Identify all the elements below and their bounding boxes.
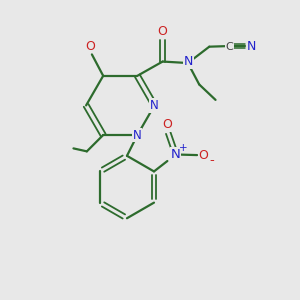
Text: O: O — [85, 40, 95, 52]
Text: N: N — [184, 55, 193, 68]
Text: C: C — [225, 42, 233, 52]
Text: O: O — [199, 148, 208, 162]
Text: +: + — [179, 143, 188, 153]
Text: O: O — [158, 25, 168, 38]
Text: N: N — [150, 99, 159, 112]
Text: -: - — [209, 154, 214, 167]
Text: N: N — [247, 40, 256, 52]
Text: N: N — [171, 148, 181, 161]
Text: O: O — [162, 118, 172, 131]
Text: N: N — [133, 128, 142, 142]
